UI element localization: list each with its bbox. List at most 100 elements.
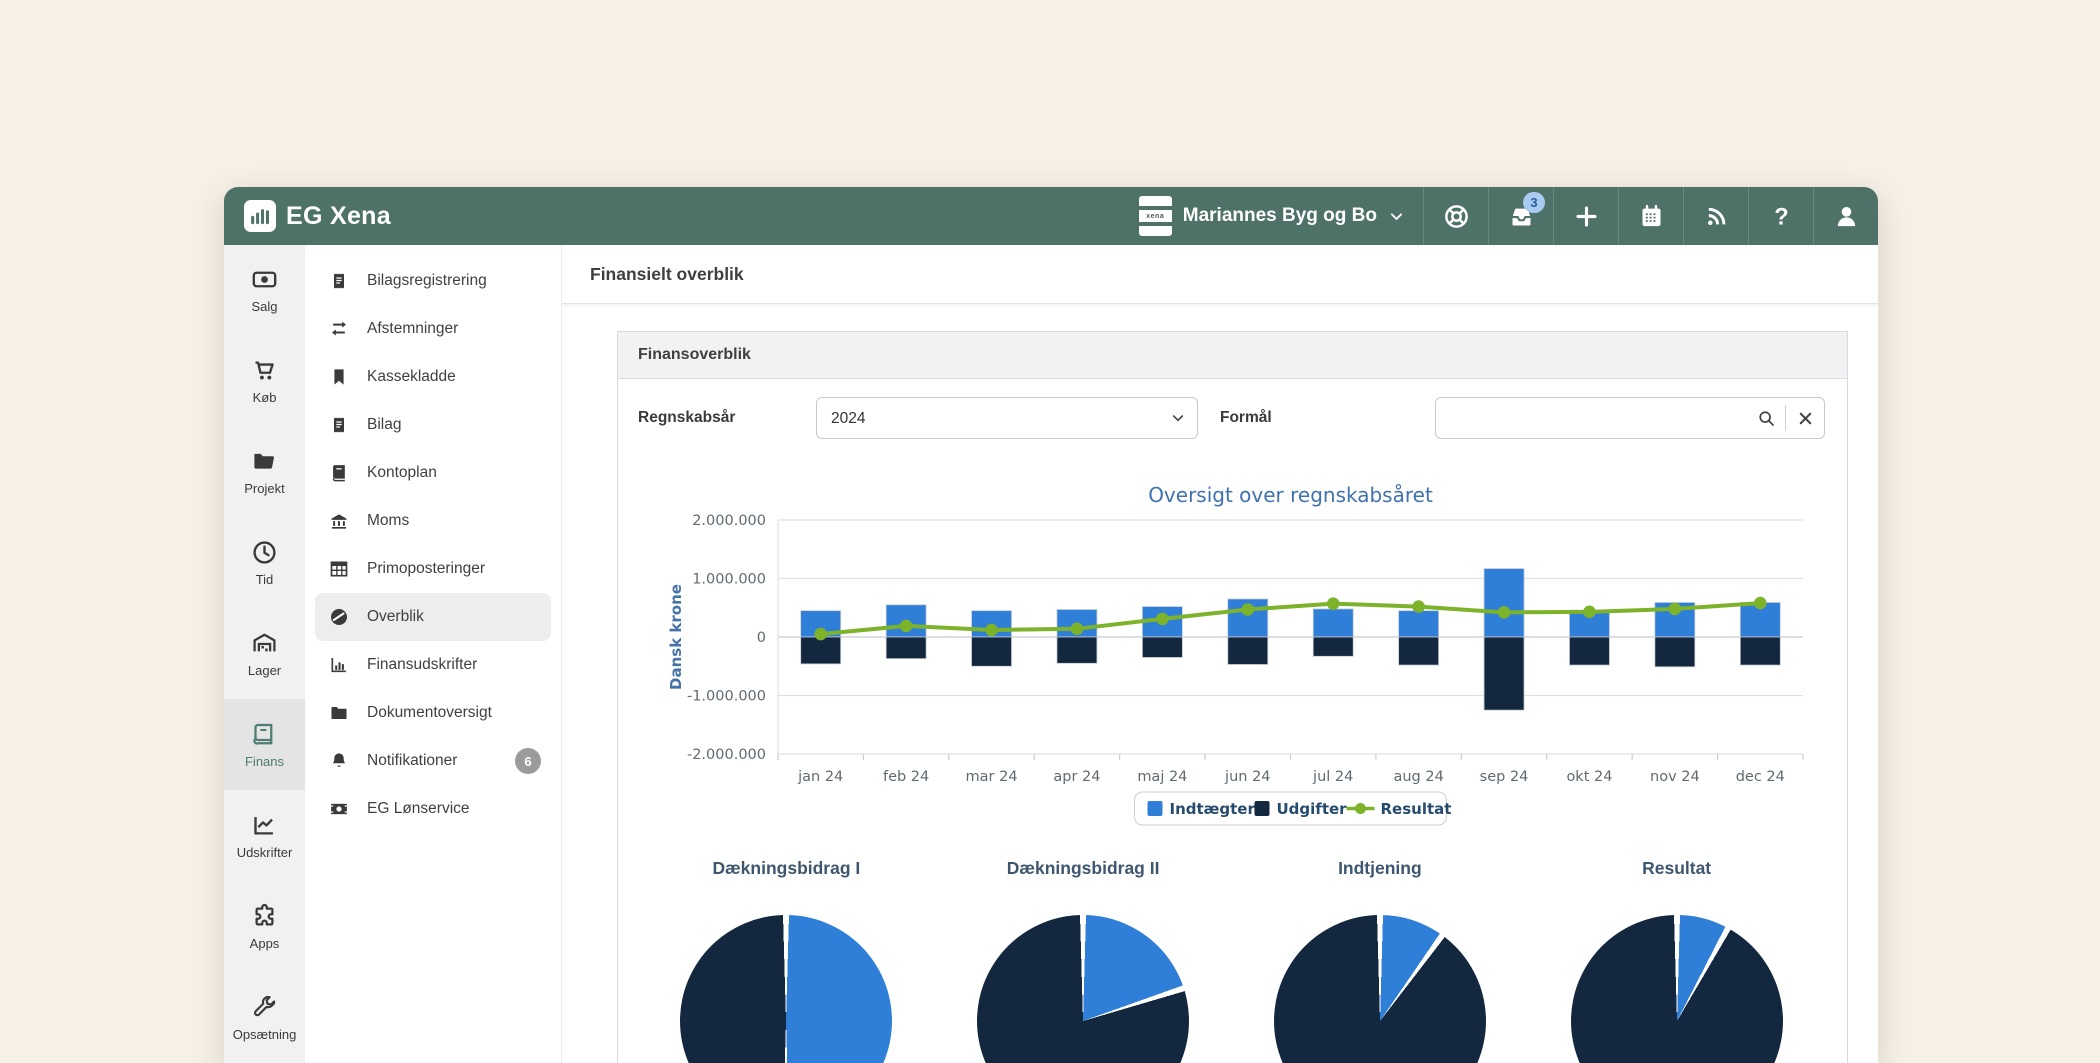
menu-item-label: Bilagsregistrering [367,272,487,290]
svg-text:nov 24: nov 24 [1650,769,1700,785]
svg-text:2.000.000: 2.000.000 [692,513,766,529]
close-icon [1796,409,1815,428]
swap-arrows-icon [329,319,349,339]
menu-item-notifikationer[interactable]: Notifikationer6 [305,737,561,785]
sidebar-item-label: Udskrifter [237,845,293,860]
speedometer-icon [329,607,349,627]
app-body: Salg Køb Projekt Tid Lager Finans Udskrifter Ap… [224,245,1878,1063]
sidebar-item-label: Projekt [244,481,284,496]
money-icon [251,266,278,293]
svg-text:Resultat: Resultat [1381,800,1452,818]
company-logo: xena [1139,196,1172,236]
pie-chart-graphic[interactable] [680,915,892,1063]
menu-item-eg-l-nservice[interactable]: EG Lønservice [305,785,561,833]
menu-item-finansudskrifter[interactable]: Finansudskrifter [305,641,561,689]
sidebar-item-udskrifter[interactable]: Udskrifter [224,790,305,881]
life-ring-button[interactable] [1423,187,1488,245]
bank-icon [329,511,349,531]
svg-text:-2.000.000: -2.000.000 [687,747,766,763]
svg-text:feb 24: feb 24 [883,769,929,785]
menu-item-label: Overblik [367,608,424,626]
pie-chart-graphic[interactable] [1571,915,1783,1063]
panel-header: Finansoverblik [618,332,1847,379]
rss-button[interactable] [1683,187,1748,245]
user-button[interactable] [1813,187,1878,245]
menu-item-label: Dokumentoversigt [367,704,492,722]
svg-text:?: ? [1774,204,1788,230]
sidebar-item-tid[interactable]: Tid [224,518,305,609]
app-logo[interactable]: EG Xena [224,200,411,232]
search-button[interactable] [1747,398,1785,438]
pie-chart-graphic[interactable] [977,915,1189,1063]
menu-item-bilag[interactable]: Bilag [305,401,561,449]
svg-text:Udgifter: Udgifter [1277,800,1348,818]
finance-menu: Bilagsregistrering Afstemninger Kassekladd… [305,245,562,1063]
receipt-icon [329,271,349,291]
sidebar-item-finans[interactable]: Finans [224,699,305,790]
cart-icon [251,357,278,384]
sidebar-item-label: Apps [250,936,280,951]
menu-item-afstemninger[interactable]: Afstemninger [305,305,561,353]
pie-chart-title: Dækningsbidrag I [712,858,860,879]
search-icon [1757,409,1776,428]
svg-text:maj 24: maj 24 [1137,769,1187,785]
pie-charts-row: Dækningsbidrag I Dækningsbidrag II Indtjen… [638,858,1825,1063]
pie-chart-title: Resultat [1642,858,1711,879]
app-title: EG Xena [286,202,391,231]
menu-item-label: Finansudskrifter [367,656,477,674]
pie-chart-d-kningsbidrag-ii: Dækningsbidrag II [935,858,1232,1063]
clear-search-button[interactable] [1786,398,1824,438]
sidebar-item-lager[interactable]: Lager [224,609,305,700]
menu-item-moms[interactable]: Moms [305,497,561,545]
fiscal-year-select[interactable]: 2024 [816,397,1198,439]
sidebar-item-projekt[interactable]: Projekt [224,427,305,518]
bar-chart-logo-icon [244,200,276,232]
menu-item-kassekladde[interactable]: Kassekladde [305,353,561,401]
pie-chart-title: Indtjening [1338,858,1422,879]
company-name: Mariannes Byg og Bo [1183,205,1377,227]
sidebar-item-salg[interactable]: Salg [224,245,305,336]
inbox-button[interactable]: 3 [1488,187,1553,245]
pie-chart-graphic[interactable] [1274,915,1486,1063]
svg-text:jun 24: jun 24 [1224,769,1270,785]
pie-chart-title: Dækningsbidrag II [1007,858,1160,879]
app-window: EG Xena xena Mariannes Byg og Bo 3? Salg… [224,187,1878,1063]
plus-icon [1573,203,1600,230]
purpose-search-input[interactable] [1436,398,1747,438]
menu-badge: 6 [515,748,541,774]
sidebar-item-label: Tid [256,572,274,587]
svg-text:mar 24: mar 24 [966,769,1018,785]
pie-chart-indtjening: Indtjening [1232,858,1529,1063]
menu-item-label: Bilag [367,416,401,434]
sidebar-item-label: Køb [253,390,277,405]
notification-count-badge: 3 [1523,192,1545,213]
table-icon [329,559,349,579]
menu-item-kontoplan[interactable]: Kontoplan [305,449,561,497]
sidebar-item-apps[interactable]: Apps [224,881,305,972]
company-selector[interactable]: xena Mariannes Byg og Bo [1121,196,1423,236]
module-sidebar: Salg Køb Projekt Tid Lager Finans Udskrifter Ap… [224,245,305,1063]
sidebar-item-opsætning[interactable]: Opsætning [224,972,305,1063]
calendar-button[interactable] [1618,187,1683,245]
svg-text:Indtægter: Indtægter [1170,800,1256,818]
fiscal-year-label: Regnskabsår [638,409,816,427]
svg-text:0: 0 [757,630,766,646]
menu-item-primoposteringer[interactable]: Primoposteringer [305,545,561,593]
main-content: Finansielt overblik Finansoverblik Regns… [562,245,1878,1063]
menu-item-overblik[interactable]: Overblik [315,593,551,641]
menu-item-label: Afstemninger [367,320,458,338]
pie-chart-d-kningsbidrag-i: Dækningsbidrag I [638,858,935,1063]
menu-item-dokumentoversigt[interactable]: Dokumentoversigt [305,689,561,737]
menu-item-label: Kassekladde [367,368,456,386]
menu-item-bilagsregistrering[interactable]: Bilagsregistrering [305,257,561,305]
sidebar-item-label: Finans [245,754,284,769]
purpose-search-box [1435,397,1825,439]
help-button[interactable]: ? [1748,187,1813,245]
plus-button[interactable] [1553,187,1618,245]
sidebar-item-køb[interactable]: Køb [224,336,305,427]
sidebar-item-label: Salg [251,299,277,314]
wrench-icon [251,994,278,1021]
top-bar: EG Xena xena Mariannes Byg og Bo 3? [224,187,1878,245]
puzzle-icon [251,903,278,930]
user-icon [1833,203,1860,230]
